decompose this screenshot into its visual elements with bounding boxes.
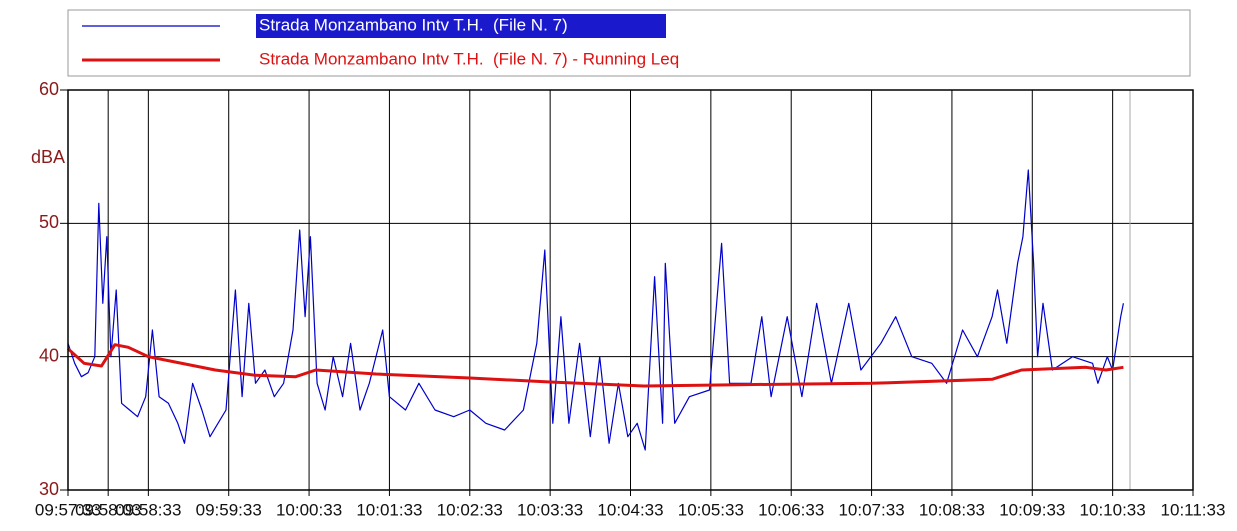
x-tick-label: 09:57:33	[35, 500, 101, 519]
x-tick-label: 10:07:33	[838, 500, 904, 519]
y-tick-label: 40	[39, 345, 59, 365]
x-tick-label: 10:10:33	[1080, 500, 1146, 519]
y-axis-label: dBA	[31, 147, 65, 167]
series-line	[67, 169, 1124, 451]
y-tick-label: 50	[39, 212, 59, 232]
plot-lines	[66, 169, 1124, 451]
x-tick-label: 10:06:33	[758, 500, 824, 519]
x-tick-label: 10:01:33	[356, 500, 422, 519]
grid	[67, 89, 1194, 491]
x-tick-label: 10:05:33	[678, 500, 744, 519]
x-tick-label: 10:11:33	[1161, 500, 1226, 519]
x-tick-label: 09:59:33	[196, 500, 262, 519]
legend-label: Strada Monzambano Intv T.H. (File N. 7)	[259, 15, 568, 34]
x-tick-label: 09:58:33	[115, 500, 181, 519]
x-tick-label: 10:00:33	[276, 500, 342, 519]
x-tick-label: 09:58:03	[75, 500, 141, 519]
y-tick-label: 60	[39, 79, 59, 99]
y-tick-label: 30	[39, 479, 59, 499]
x-tick-label: 10:03:33	[517, 500, 583, 519]
series-line	[66, 343, 1124, 388]
x-tick-label: 10:04:33	[597, 500, 663, 519]
x-tick-label: 10:08:33	[919, 500, 985, 519]
x-tick-label: 10:02:33	[437, 500, 503, 519]
x-tick-label: 10:09:33	[999, 500, 1065, 519]
legend-highlight	[256, 14, 666, 38]
legend-label: Strada Monzambano Intv T.H. (File N. 7) …	[259, 49, 679, 68]
